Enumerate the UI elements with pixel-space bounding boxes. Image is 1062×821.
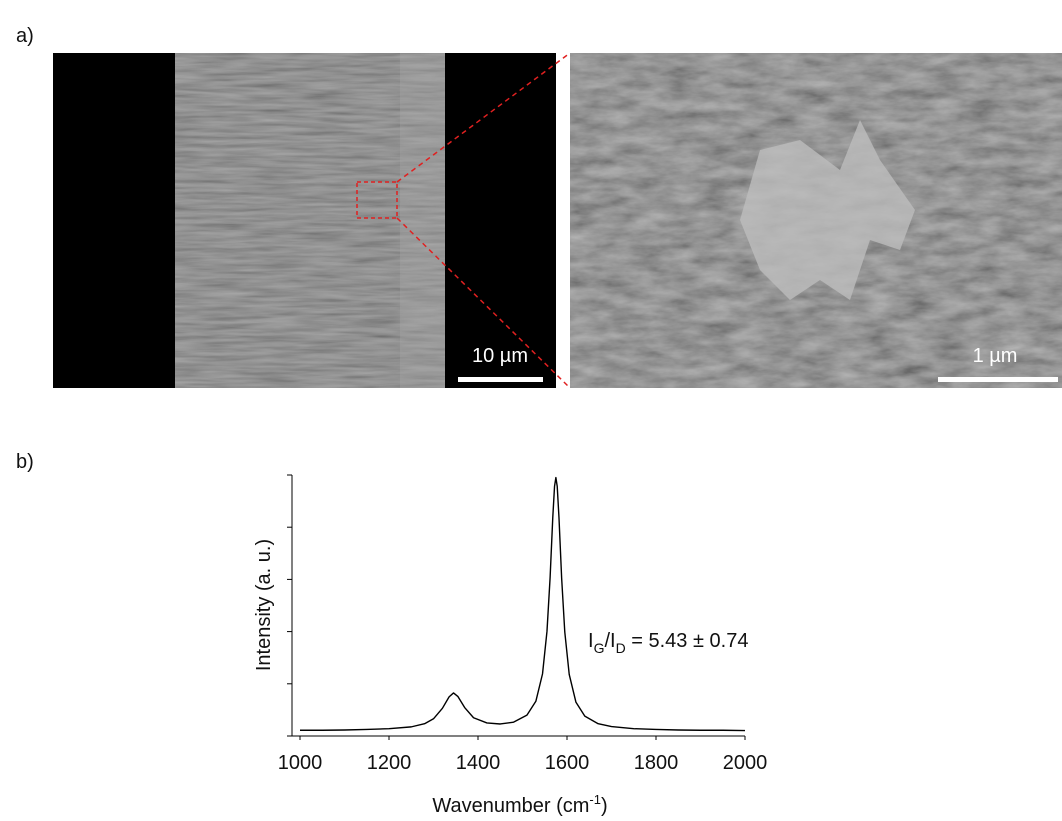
scale-bar: [938, 377, 1058, 382]
panel-label: a): [16, 25, 34, 47]
figure: a) b) 10 µm 1 µm Intensity (a. u.) Waven…: [0, 0, 1062, 821]
x-tick-label: 1000: [278, 752, 323, 774]
annotation-subscript: D: [616, 640, 626, 656]
x-label-text: ): [601, 795, 608, 817]
x-label-superscript: -1: [589, 792, 601, 807]
x-tick-label: 1600: [545, 752, 590, 774]
annotation: IG/ID = 5.43 ± 0.74: [588, 630, 748, 656]
x-tick-label: 2000: [723, 752, 768, 774]
scale-bar-label: 10 µm: [472, 345, 528, 367]
x-axis-label: Wavenumber (cm-1): [432, 792, 607, 817]
sem-image-low: 10 µm: [53, 53, 556, 388]
annotation-text: /I: [604, 630, 615, 652]
y-axis-label: Intensity (a. u.): [253, 539, 275, 671]
sem-image-high: 1 µm: [570, 53, 1062, 388]
x-tick-label: 1800: [634, 752, 679, 774]
raman-chart: Intensity (a. u.) Wavenumber (cm-1) IG/I…: [253, 475, 767, 817]
scale-bar: [458, 377, 543, 382]
annotation-subscript: G: [594, 640, 605, 656]
spectrum-line: [300, 478, 745, 731]
fiber-edge: [400, 53, 445, 388]
page: a) b) 10 µm 1 µm Intensity (a. u.) Waven…: [0, 0, 1062, 821]
x-tick-label: 1200: [367, 752, 412, 774]
x-label-text: Wavenumber (cm: [432, 795, 589, 817]
scale-bar-label: 1 µm: [973, 345, 1018, 367]
panel-label: b): [16, 451, 34, 473]
annotation-text: = 5.43 ± 0.74: [626, 630, 749, 652]
x-tick-label: 1400: [456, 752, 501, 774]
